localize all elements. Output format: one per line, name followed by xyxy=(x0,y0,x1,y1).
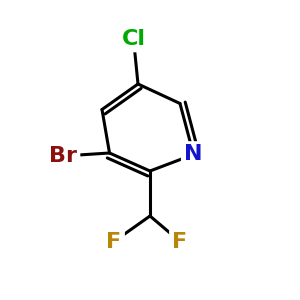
Text: N: N xyxy=(184,145,203,164)
Text: Cl: Cl xyxy=(122,29,146,49)
Text: F: F xyxy=(106,232,122,251)
Text: Br: Br xyxy=(49,146,77,166)
Text: F: F xyxy=(172,232,188,251)
